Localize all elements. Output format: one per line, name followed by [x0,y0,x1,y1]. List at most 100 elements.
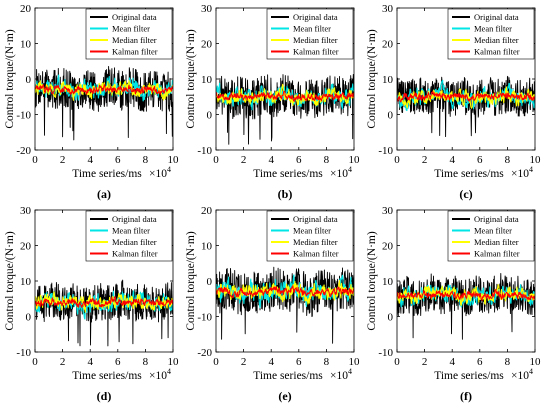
x-tick-label: 2 [60,356,66,368]
legend-entry-label: Median filter [112,35,157,45]
legend-entry-label: Mean filter [112,24,150,34]
y-axis-label: Control torque/(N·m) [185,29,197,128]
panel-label: (e) [278,389,291,403]
panel-label: (b) [278,187,293,201]
legend-entry-label: Mean filter [112,226,150,236]
series-line-median-filter [216,83,354,107]
y-tick-label: 10 [382,74,394,86]
y-tick-label: 0 [207,276,213,288]
x-axis-exponent-power: 4 [529,367,533,376]
legend-entry-label: Original data [293,214,338,224]
x-axis-exponent-power: 4 [167,165,171,174]
x-tick-label: 4 [449,356,455,368]
y-tick-label: -10 [378,145,393,157]
x-axis-label: Time series/ms [434,168,504,180]
x-axis-exponent: ×104 [149,367,171,382]
y-axis-label: Control torque/(N·m) [4,29,16,128]
series-line-kalman-filter [35,296,173,308]
y-axis-label: Control torque/(N·m) [4,231,16,330]
series-group [397,75,535,138]
x-tick-label: 8 [143,154,149,166]
legend-entry-label: Mean filter [474,24,512,34]
x-tick-label: 10 [530,154,542,166]
series-line-kalman-filter [35,84,173,96]
legend-entry-label: Original data [474,214,519,224]
x-tick-label: 2 [422,356,428,368]
x-tick-label: 2 [241,154,247,166]
legend-entry-label: Original data [293,12,338,22]
y-tick-label: 20 [382,39,394,51]
x-tick-label: 8 [505,154,511,166]
x-tick-label: 4 [268,154,274,166]
x-tick-label: 6 [296,154,302,166]
panel-label: (c) [459,187,472,201]
legend-entry-label: Original data [112,12,157,22]
series-group [35,279,173,347]
x-tick-label: 2 [422,154,428,166]
series-line-original-data [35,65,173,141]
series-line-kalman-filter [216,285,354,299]
x-tick-label: 10 [168,154,180,166]
legend-entry-label: Mean filter [293,24,331,34]
x-axis-exponent-power: 4 [529,165,533,174]
x-axis-label: Time series/ms [434,370,504,382]
y-tick-label: -20 [197,347,212,359]
y-tick-label: -20 [16,145,31,157]
legend-entry-label: Kalman filter [112,249,158,259]
panel-label: (d) [97,389,112,403]
x-tick-label: 6 [115,356,121,368]
x-axis-exponent-power: 4 [167,367,171,376]
series-line-kalman-filter [397,288,535,302]
x-tick-label: 4 [87,154,93,166]
x-tick-label: 0 [213,154,219,166]
x-axis-exponent: ×104 [330,165,352,180]
chart-panel-e: -20 -10 0 10 20 0 2 4 6 8 10 Time series/ms ×104 Cont… [185,205,360,403]
series-line-original-data [216,266,354,344]
legend-entry-label: Kalman filter [293,249,339,259]
x-axis-exponent: ×104 [330,367,352,382]
x-tick-label: 6 [477,356,483,368]
x-tick-label: 6 [477,154,483,166]
series-line-original-data [397,273,535,340]
y-tick-label: 10 [20,39,32,51]
y-tick-label: 20 [20,241,32,253]
chart-panel-a: -20 -10 0 10 20 0 2 4 6 8 10 Time series/ms ×104 Cont… [4,3,179,201]
y-tick-label: 20 [201,39,213,51]
x-tick-label: 2 [60,154,66,166]
x-tick-label: 4 [87,356,93,368]
x-tick-label: 0 [213,356,219,368]
y-tick-label: 0 [388,110,394,122]
series-line-median-filter [35,80,173,101]
y-tick-label: 30 [20,205,32,217]
x-axis-exponent-power: 4 [348,367,352,376]
series-line-original-data [216,73,354,145]
y-tick-label: 10 [201,241,213,253]
y-tick-label: 10 [201,74,213,86]
x-tick-label: 0 [32,154,38,166]
x-axis-exponent: ×104 [149,165,171,180]
legend-entry-label: Median filter [293,237,338,247]
y-tick-label: 30 [201,3,213,15]
x-axis-label: Time series/ms [72,370,142,382]
legend-entry-label: Kalman filter [112,47,158,57]
y-tick-label: 0 [388,312,394,324]
x-axis-exponent: ×104 [511,165,533,180]
y-axis-label: Control torque/(N·m) [366,29,378,128]
x-tick-label: 10 [168,356,180,368]
x-tick-label: 4 [268,356,274,368]
x-tick-label: 8 [324,154,330,166]
y-tick-label: 30 [382,205,394,217]
legend-entry-label: Original data [474,12,519,22]
x-tick-label: 8 [505,356,511,368]
x-tick-label: 4 [449,154,455,166]
legend-entry-label: Kalman filter [474,249,520,259]
legend-entry-label: Mean filter [293,226,331,236]
x-axis-label: Time series/ms [72,168,142,180]
x-tick-label: 0 [394,154,400,166]
x-tick-label: 2 [241,356,247,368]
x-tick-label: 10 [349,154,361,166]
series-group [216,266,354,344]
